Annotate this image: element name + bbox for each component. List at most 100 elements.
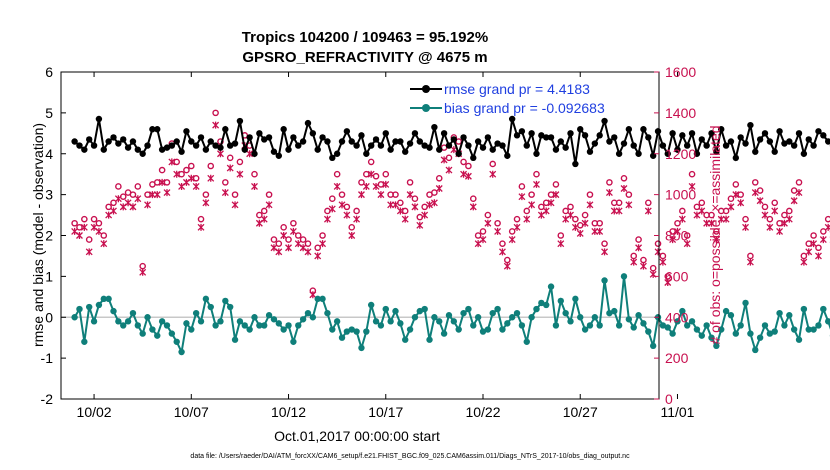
bias-point [601,277,608,284]
rmse-point [727,138,735,145]
possible-obs-point [110,199,117,207]
assimilated-obs-point [503,262,511,270]
bias-point [329,326,336,333]
assimilated-obs-point [110,207,117,215]
rmse-point [416,138,423,145]
bias-point [275,320,283,327]
bias-point [226,303,234,311]
bias-point [523,338,530,345]
assimilated-obs-point [479,236,487,244]
possible-obs-point [630,252,638,260]
rmse-point [688,130,696,137]
bias-point [149,326,156,333]
y-right-tick-label: 600 [665,268,689,284]
x-tick-label: 10/27 [563,404,598,420]
x-tick-label: 10/02 [77,404,112,420]
assimilated-obs-point [304,248,312,256]
bias-point [217,318,224,325]
assimilated-obs-point [464,172,472,180]
assimilated-obs-point [265,201,273,209]
bias-point [820,305,827,313]
possible-obs-point [406,179,414,186]
rmse-point [188,138,195,145]
bias-point [353,328,360,335]
assimilated-obs-point [445,166,453,174]
bias-point [742,299,749,307]
rmse-point [129,138,137,145]
possible-obs-point [815,244,822,252]
possible-obs-point [785,207,793,215]
rmse-point [800,150,808,157]
possible-obs-point [742,215,749,223]
rmse-point [664,150,671,157]
possible-obs-point [649,264,657,272]
assimilated-obs-point [542,207,550,215]
possible-obs-point [708,211,715,219]
x-tick-label: 10/22 [465,404,500,420]
rmse-point [615,150,623,157]
assimilated-obs-point [158,178,166,186]
bias-point [158,318,166,325]
y-tick-label: 6 [45,64,53,80]
possible-obs-point [625,191,633,198]
assimilated-obs-point [372,182,380,190]
rmse-point [790,142,798,149]
assimilated-obs-point [367,170,375,178]
rmse-point [295,142,302,149]
rmse-point [620,140,628,147]
assimilated-obs-point [469,203,477,211]
bias-point [552,322,560,329]
bias-point [567,318,574,325]
rmse-point [494,140,501,147]
possible-obs-point [367,158,375,166]
bias-point [499,326,506,333]
possible-obs-point [163,179,171,186]
rmse-point [795,130,803,137]
possible-obs-point [523,207,531,215]
assimilated-obs-point [489,170,497,178]
possible-obs-point [489,160,497,168]
possible-obs-point [183,166,190,174]
rmse-point [431,123,438,131]
rmse-point [329,154,336,162]
rmse-point [421,142,428,149]
x-tick-label: 10/12 [271,404,306,420]
possible-obs-point [358,179,365,186]
x-tick-label: 10/07 [174,404,209,420]
rmse-point [241,146,248,153]
possible-obs-point [333,170,341,178]
rmse-point [766,138,774,145]
rmse-point [805,136,812,143]
rmse-point [124,144,132,151]
possible-obs-point [115,183,122,190]
assimilated-obs-point [251,182,258,190]
rmse-point [776,128,783,135]
bias-point [518,322,526,329]
bias-point [484,326,492,333]
rmse-point [372,136,380,143]
possible-obs-point [192,174,200,182]
possible-obs-point [747,252,754,260]
rmse-point [820,132,827,139]
rmse-point [256,130,263,137]
rmse-point [314,146,321,153]
possible-obs-point [756,187,764,194]
bias-point [358,344,365,352]
bias-point [781,322,788,329]
assimilated-obs-point [761,211,769,219]
assimilated-obs-point [285,244,292,252]
rmse-point [236,117,244,125]
possible-obs-point [90,215,98,223]
rmse-point [285,146,292,153]
rmse-point [338,138,346,145]
assimilated-obs-point [654,248,662,256]
bias-point [426,336,433,343]
rmse-point [713,148,720,155]
possible-obs-point [314,244,322,252]
legend-rmse-label: rmse grand pr = 4.4183 [444,81,590,97]
possible-obs-point [187,162,195,170]
bias-point [270,316,278,323]
rmse-point [518,128,526,135]
rmse-point [309,130,317,137]
assimilated-obs-point [187,174,195,182]
